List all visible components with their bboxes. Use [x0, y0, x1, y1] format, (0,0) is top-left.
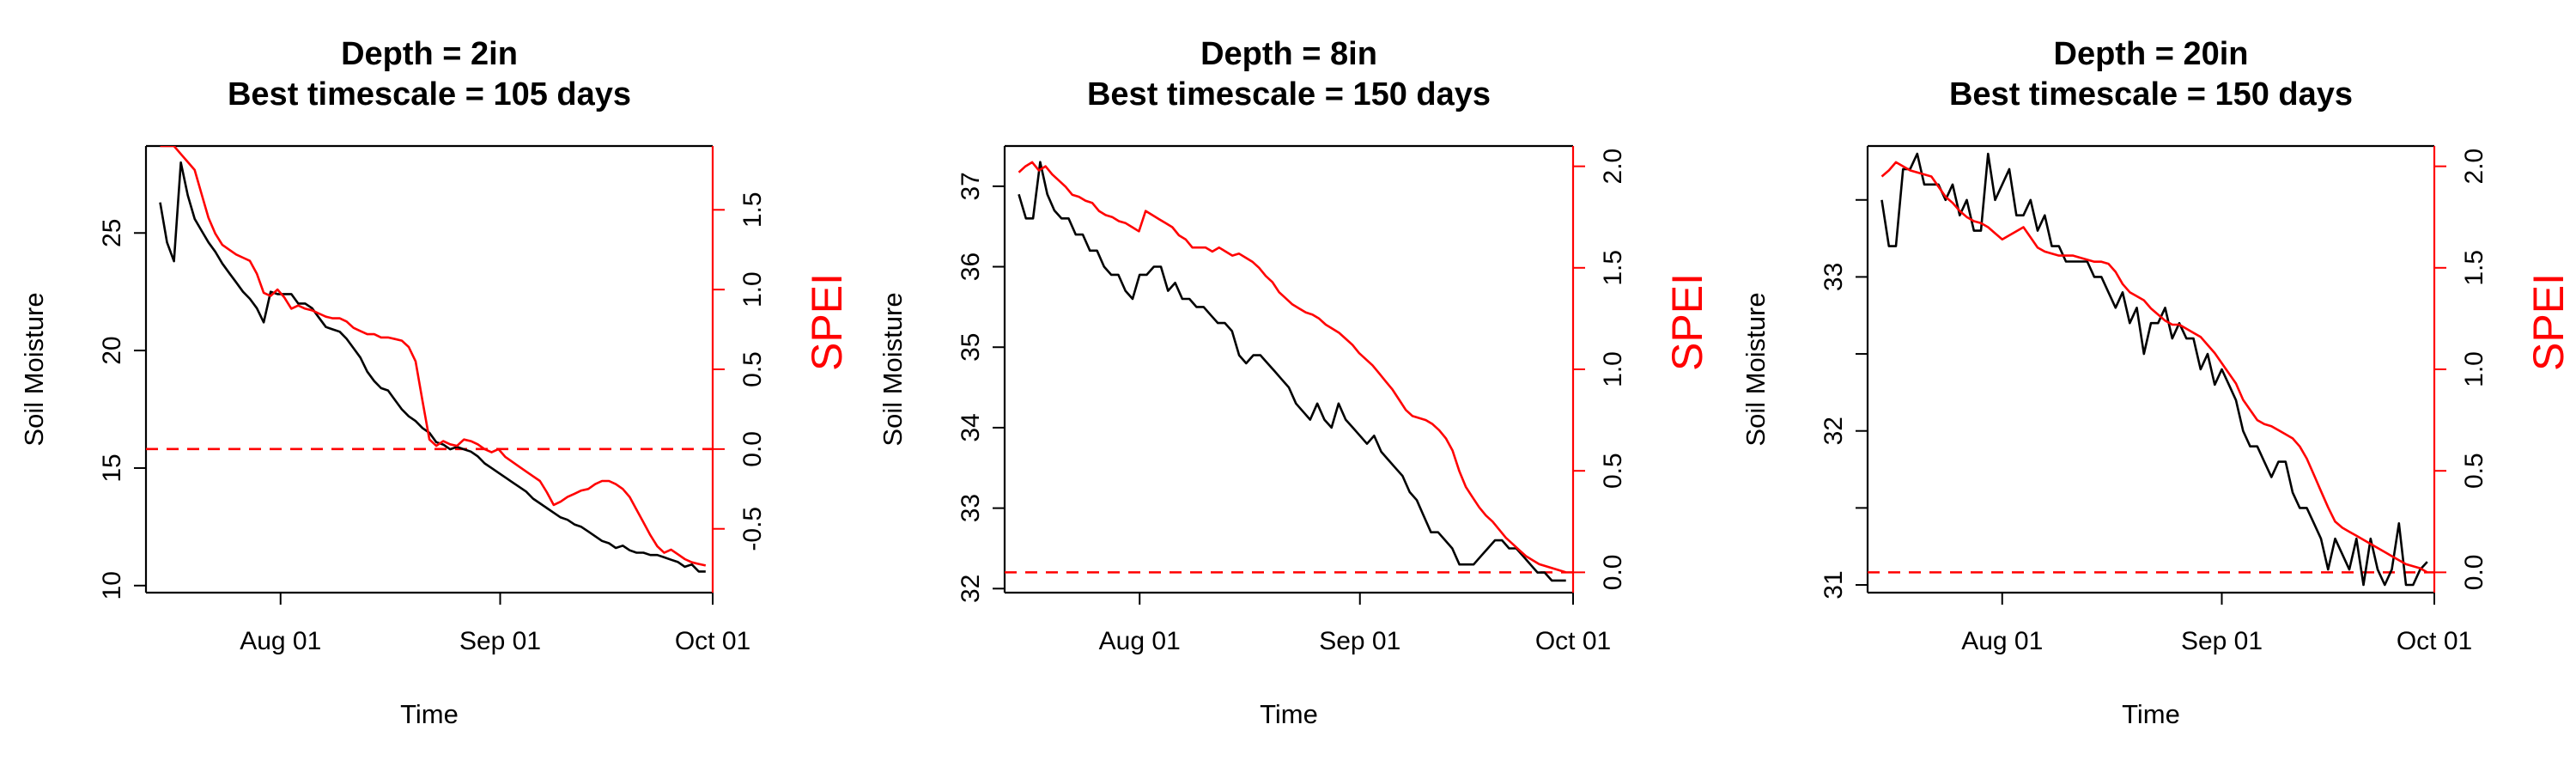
panel-2: Depth = 8in Best timescale = 150 days 32 33…	[878, 36, 1711, 729]
left-tick-label: 20	[98, 336, 126, 364]
left-tick-label: 25	[98, 219, 126, 247]
right-tick-label: 1.0	[738, 271, 767, 307]
y-right-axis-label: SPEI	[2524, 273, 2573, 371]
left-tick-label: 35	[957, 333, 985, 362]
left-tick-label: 32	[957, 575, 985, 603]
left-tick-label: 31	[1820, 570, 1848, 599]
right-tick-label: 0.0	[738, 431, 767, 467]
right-tick-label: 0.5	[738, 351, 767, 387]
chart-title-line1: Depth = 20in	[2054, 36, 2249, 72]
soil-moisture-line	[1880, 152, 2428, 587]
right-tick-label: 1.5	[2460, 250, 2488, 286]
left-tick-label: 34	[957, 413, 985, 441]
right-tick-label: 1.5	[738, 192, 767, 228]
right-tick-label: 0.5	[2460, 453, 2488, 489]
x-tick-label: Oct 01	[2397, 627, 2472, 655]
x-axis-label: Time	[400, 699, 459, 729]
chart-title-line2: Best timescale = 150 days	[1087, 76, 1491, 113]
left-tick-label: 33	[957, 494, 985, 522]
y-axis-label: Soil Moisture	[878, 292, 908, 446]
left-tick-label: 10	[98, 571, 126, 600]
right-tick-label: 2.0	[1599, 149, 1627, 185]
panel-1: Depth = 2in Best timescale = 105 days 10 15…	[19, 36, 851, 729]
left-tick-label: 36	[957, 253, 985, 281]
x-axis-label: Time	[2122, 699, 2180, 729]
left-tick-label: 37	[957, 172, 985, 200]
right-tick-label: 0.5	[1599, 453, 1627, 489]
x-tick-label: Sep 01	[1319, 627, 1400, 655]
x-tick-label: Aug 01	[1961, 627, 2043, 655]
chart-title-line1: Depth = 8in	[1200, 36, 1377, 72]
chart-title-line2: Best timescale = 105 days	[228, 76, 631, 113]
x-tick-label: Aug 01	[240, 627, 321, 655]
y-axis-label: Soil Moisture	[1741, 292, 1771, 446]
spei-line	[1018, 161, 1567, 574]
right-tick-label: 2.0	[2460, 149, 2488, 185]
right-tick-label: -0.5	[738, 507, 767, 551]
right-tick-label: 1.5	[1599, 250, 1627, 286]
spei-line	[1880, 161, 2428, 574]
left-tick-label: 32	[1820, 417, 1848, 445]
x-tick-label: Sep 01	[459, 627, 541, 655]
right-tick-label: 0.0	[1599, 555, 1627, 591]
y-axis-label: Soil Moisture	[19, 292, 49, 446]
x-tick-label: Oct 01	[1535, 627, 1611, 655]
y-right-axis-label: SPEI	[1663, 273, 1711, 371]
right-tick-label: 1.0	[2460, 351, 2488, 387]
chart-title-line2: Best timescale = 150 days	[1949, 76, 2353, 113]
left-tick-label: 15	[98, 453, 126, 482]
chart-title-line1: Depth = 2in	[341, 36, 518, 72]
soil-moisture-line	[1018, 161, 1566, 582]
right-tick-label: 0.0	[2460, 555, 2488, 591]
left-tick-label: 33	[1820, 263, 1848, 291]
soil-moisture-line	[159, 161, 706, 573]
x-tick-label: Aug 01	[1099, 627, 1181, 655]
right-tick-label: 1.0	[1599, 351, 1627, 387]
spei-line	[160, 146, 707, 567]
x-axis-label: Time	[1260, 699, 1318, 729]
y-right-axis-label: SPEI	[803, 273, 851, 371]
x-tick-label: Sep 01	[2181, 627, 2263, 655]
panel-3: Depth = 20in Best timescale = 150 days 31 3…	[1741, 36, 2573, 729]
x-tick-label: Oct 01	[675, 627, 750, 655]
